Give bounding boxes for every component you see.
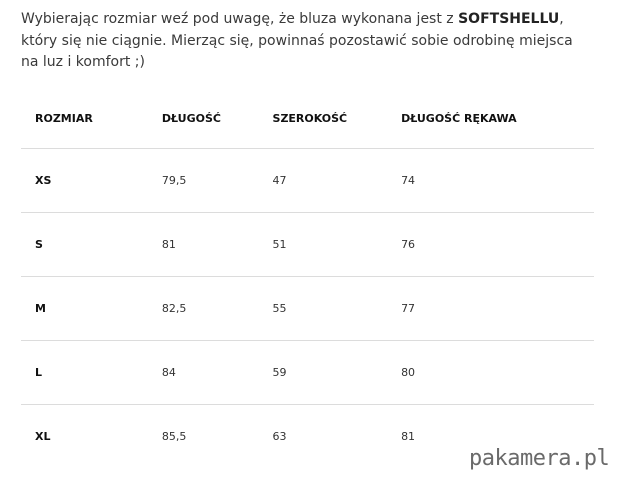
table-row: XL 85,5 63 81 — [21, 404, 594, 468]
cell-size: XS — [21, 148, 162, 213]
cell-sleeve-length: 76 — [401, 212, 594, 277]
header-size: ROZMIAR — [35, 111, 93, 125]
table-row: L 84 59 80 — [21, 340, 594, 405]
cell-sleeve-length: 77 — [401, 276, 594, 341]
table-row: S 81 51 76 — [21, 212, 594, 277]
cell-sleeve-length: 80 — [401, 340, 594, 405]
cell-width: 51 — [272, 212, 402, 277]
cell-width: 63 — [272, 404, 402, 468]
header-sleeve-length: DŁUGOŚĆ RĘKAWA — [401, 111, 517, 125]
cell-length: 85,5 — [161, 404, 273, 468]
intro-line-1-start: Wybierając rozmiar weź pod uwagę, że blu… — [21, 11, 459, 27]
intro-line-2: który się nie ciągnie. Mierząc się, powi… — [21, 32, 573, 49]
header-width: SZEROKOŚĆ — [272, 111, 348, 125]
cell-width: 55 — [272, 276, 402, 341]
cell-width: 59 — [272, 340, 402, 405]
intro-line-1-end: , — [559, 11, 564, 27]
size-table: ROZMIAR DŁUGOŚĆ SZEROKOŚĆ DŁUGOŚĆ RĘKAWA… — [21, 88, 594, 468]
table-header-row: ROZMIAR DŁUGOŚĆ SZEROKOŚĆ DŁUGOŚĆ RĘKAWA — [21, 88, 594, 149]
cell-sleeve-length: 74 — [401, 148, 594, 213]
table-row: M 82,5 55 77 — [21, 276, 594, 341]
cell-size: S — [21, 212, 162, 277]
pakamera-watermark: pakamera.pl — [469, 446, 610, 471]
cell-length: 84 — [161, 340, 273, 405]
cell-width: 47 — [272, 148, 402, 213]
cell-size: L — [21, 340, 162, 405]
header-length: DŁUGOŚĆ — [161, 111, 221, 125]
intro-line-3: na luz i komfort ;) — [21, 54, 145, 70]
cell-length: 82,5 — [161, 276, 273, 341]
cell-size: M — [21, 276, 162, 341]
cell-length: 81 — [161, 212, 273, 277]
cell-size: XL — [21, 404, 162, 468]
table-row: XS 79,5 47 74 — [21, 148, 594, 213]
intro-text: Wybierając rozmiar weź pod uwagę, że blu… — [21, 9, 611, 74]
cell-sleeve-length: 81 — [401, 404, 594, 468]
intro-material: SOFTSHELLU — [458, 11, 560, 27]
cell-length: 79,5 — [161, 148, 273, 213]
